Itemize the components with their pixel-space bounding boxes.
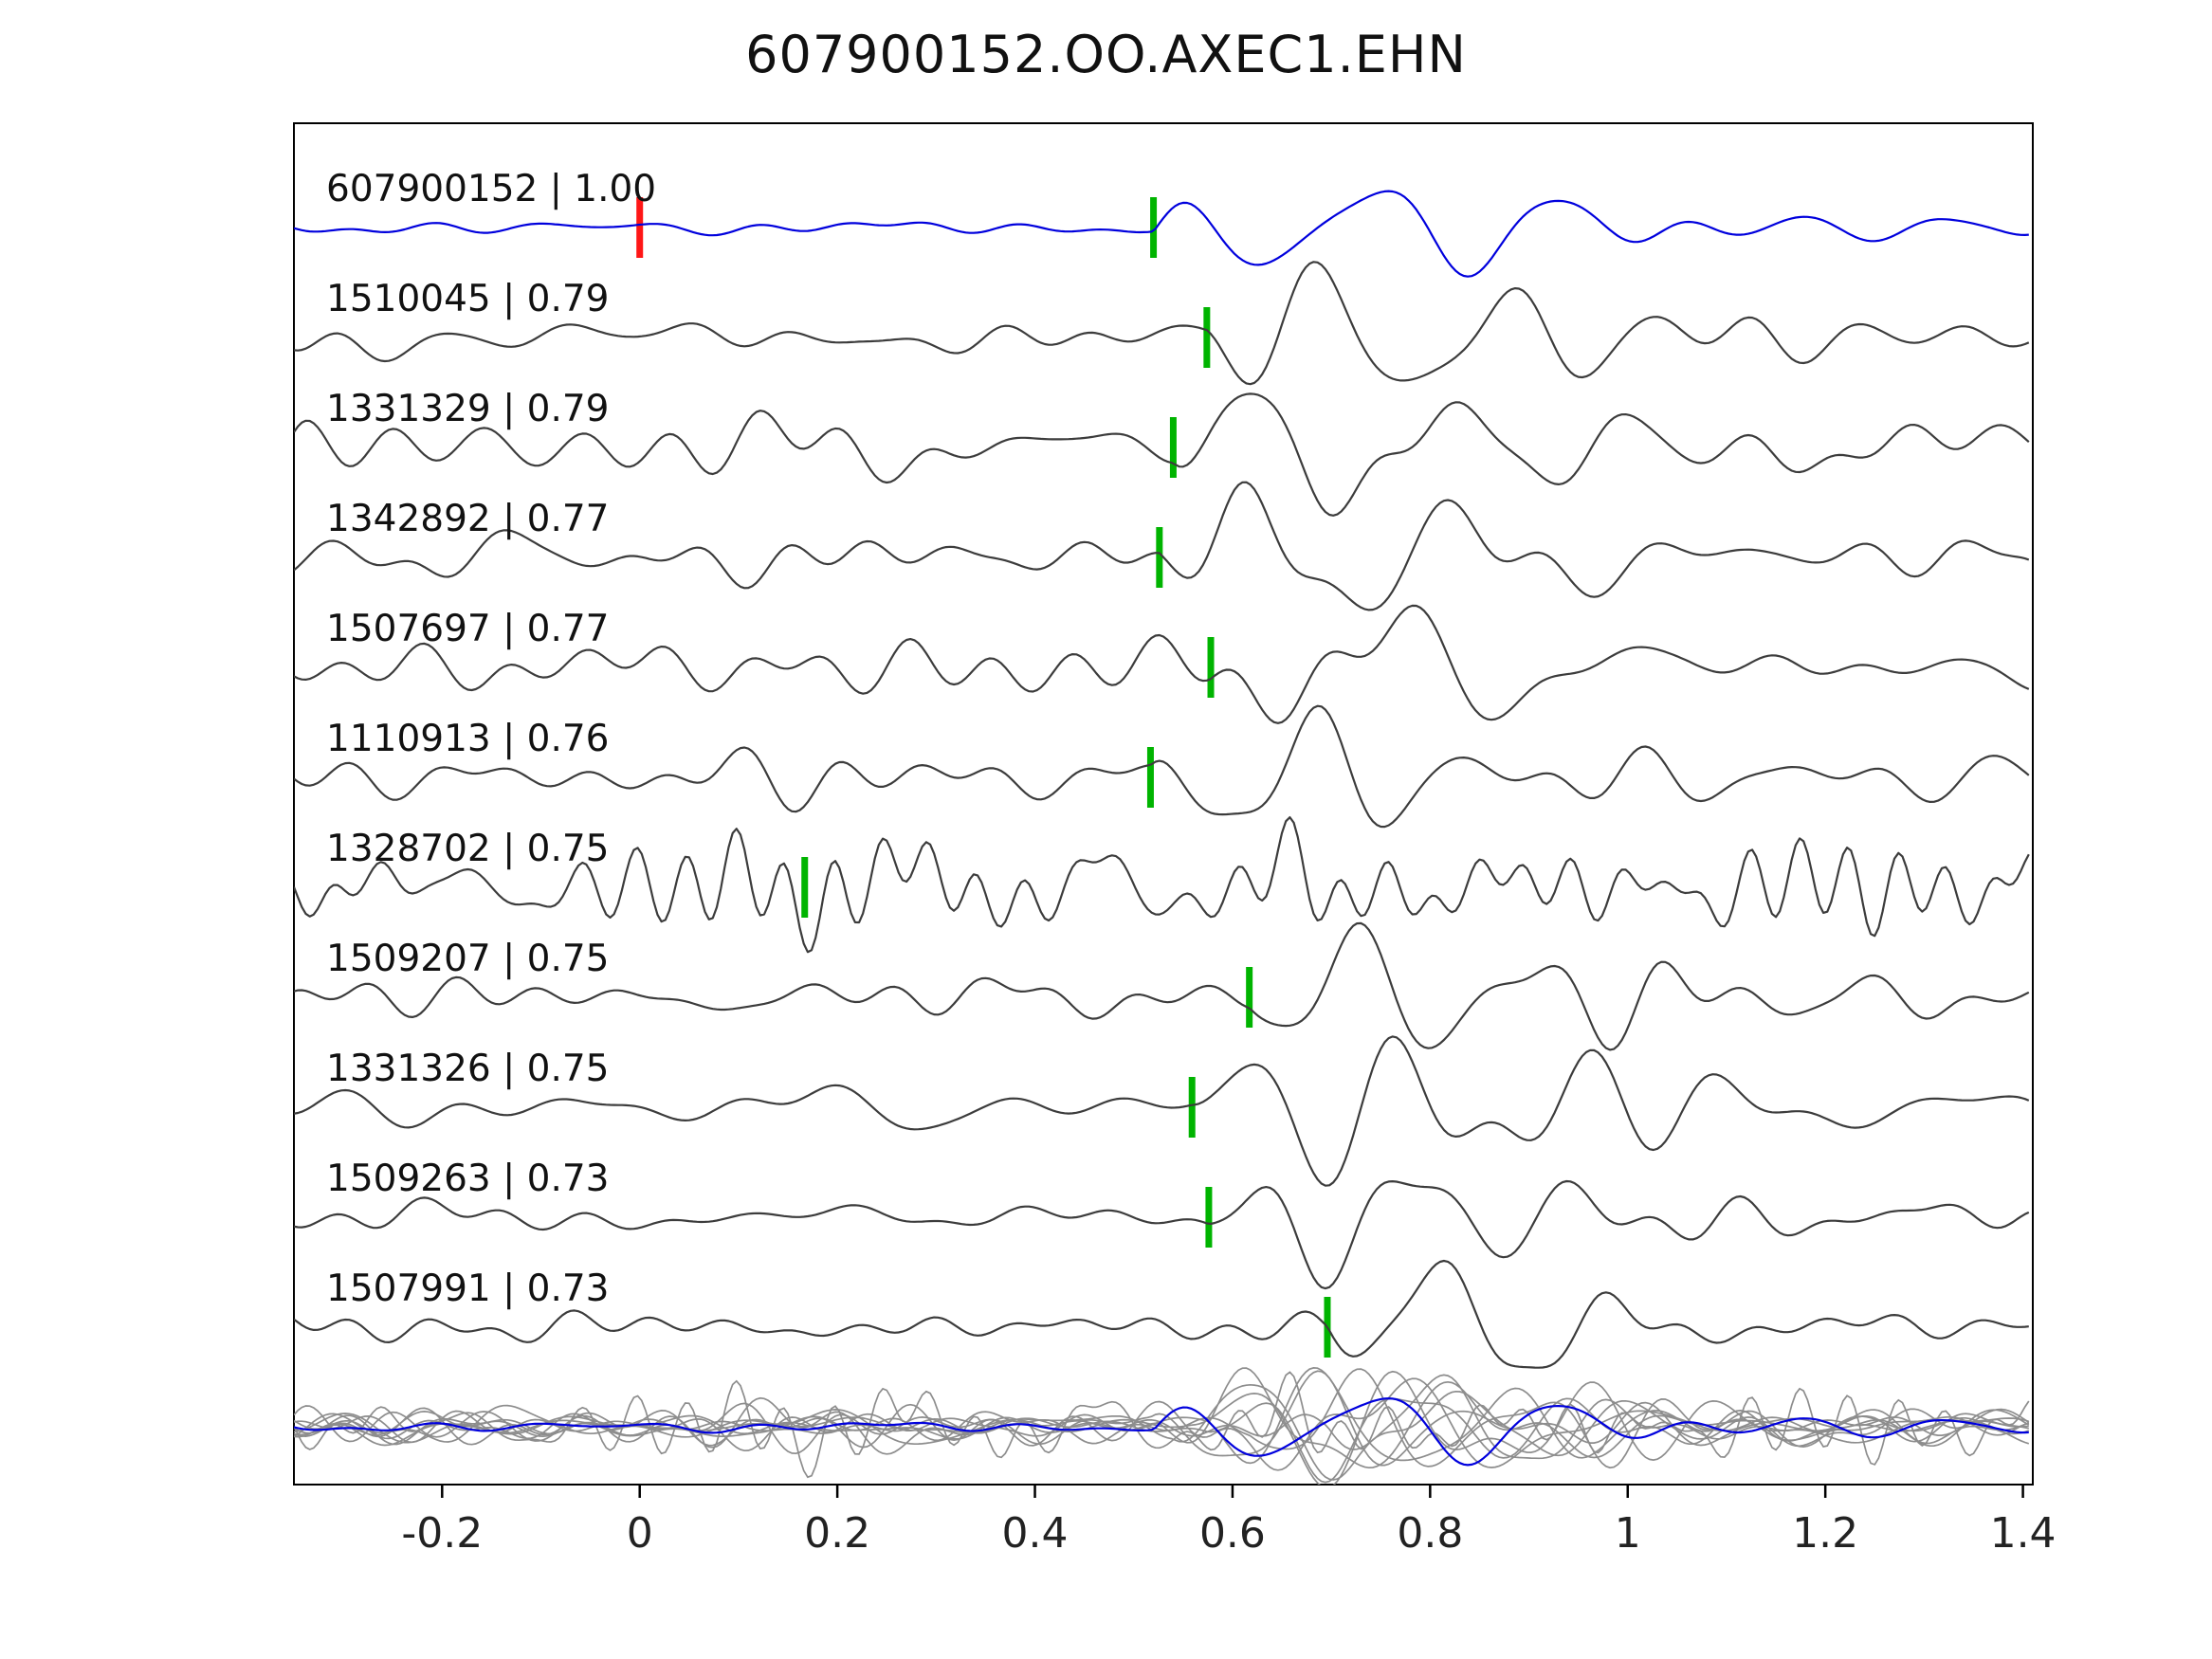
trace-row — [294, 1259, 2029, 1369]
traces-group — [294, 190, 2030, 1369]
trace-path — [294, 1035, 2030, 1187]
pick-marker — [1150, 197, 1158, 258]
pick-marker — [1246, 967, 1253, 1028]
trace-row — [294, 1035, 2030, 1187]
trace-row — [294, 392, 2030, 517]
trace-row — [294, 816, 2030, 954]
pick-marker — [1156, 527, 1163, 588]
trace-row — [294, 481, 2030, 611]
trace-path — [294, 1259, 2029, 1369]
trace-label: 1342892 | 0.77 — [326, 498, 609, 540]
trace-row — [294, 1179, 2030, 1290]
x-tick-label: 1 — [1615, 1509, 1641, 1558]
trace-label: 1331326 | 0.75 — [326, 1048, 609, 1090]
pick-marker — [1188, 1077, 1196, 1138]
trace-path — [294, 704, 2030, 829]
x-tick-label: 1.2 — [1792, 1509, 1858, 1558]
trace-path — [294, 481, 2030, 611]
template-pick-marker — [636, 197, 644, 258]
pick-marker — [1146, 747, 1154, 808]
trace-path — [294, 392, 2030, 517]
pick-marker — [1207, 637, 1215, 698]
trace-path — [294, 816, 2030, 954]
x-tick-label: 0.6 — [1199, 1509, 1266, 1558]
trace-label: 1507697 | 0.77 — [326, 608, 609, 650]
trace-row — [294, 261, 2030, 386]
pick-marker — [1169, 417, 1177, 478]
plot-border — [293, 122, 2034, 1486]
overlay-trace-path — [294, 1370, 2030, 1485]
trace-label: 1507991 | 0.73 — [326, 1267, 609, 1310]
trace-path — [294, 261, 2030, 386]
trace-path — [294, 1179, 2030, 1290]
trace-label: 1510045 | 0.79 — [326, 278, 609, 320]
overlay-template-path — [294, 1396, 2029, 1467]
overlay-trace-path — [294, 1377, 2030, 1471]
trace-label: 607900152 | 1.00 — [326, 168, 656, 210]
overlay-row — [294, 1367, 2030, 1485]
trace-row — [294, 921, 2030, 1051]
trace-path — [294, 604, 2030, 724]
pick-marker — [801, 857, 809, 918]
pick-marker — [1205, 1187, 1213, 1248]
trace-row — [294, 704, 2030, 829]
pick-marker — [1203, 307, 1211, 368]
overlay-trace-path — [294, 1397, 2030, 1484]
trace-label: 1509263 | 0.73 — [326, 1158, 609, 1200]
x-tick-label: 0.4 — [1002, 1509, 1069, 1558]
x-tick-label: 1.4 — [1990, 1509, 2057, 1558]
trace-label: 1110913 | 0.76 — [326, 718, 609, 760]
trace-row — [294, 604, 2030, 724]
x-tick-label: -0.2 — [401, 1509, 483, 1558]
overlay-trace-path — [294, 1374, 2029, 1460]
x-tick-label: 0.8 — [1397, 1509, 1463, 1558]
chart-title: 607900152.OO.AXEC1.EHN — [745, 25, 1467, 84]
trace-label: 1509207 | 0.75 — [326, 938, 609, 980]
x-tick-label: 0.2 — [804, 1509, 870, 1558]
trace-label: 1331329 | 0.79 — [326, 388, 609, 430]
overlay-trace-path — [294, 1368, 2030, 1469]
trace-label: 1328702 | 0.75 — [326, 828, 609, 870]
x-tick-label: 0 — [627, 1509, 653, 1558]
trace-row — [294, 190, 2029, 278]
trace-path — [294, 921, 2030, 1051]
overlay-trace-path — [294, 1367, 2030, 1465]
trace-path — [294, 190, 2029, 278]
